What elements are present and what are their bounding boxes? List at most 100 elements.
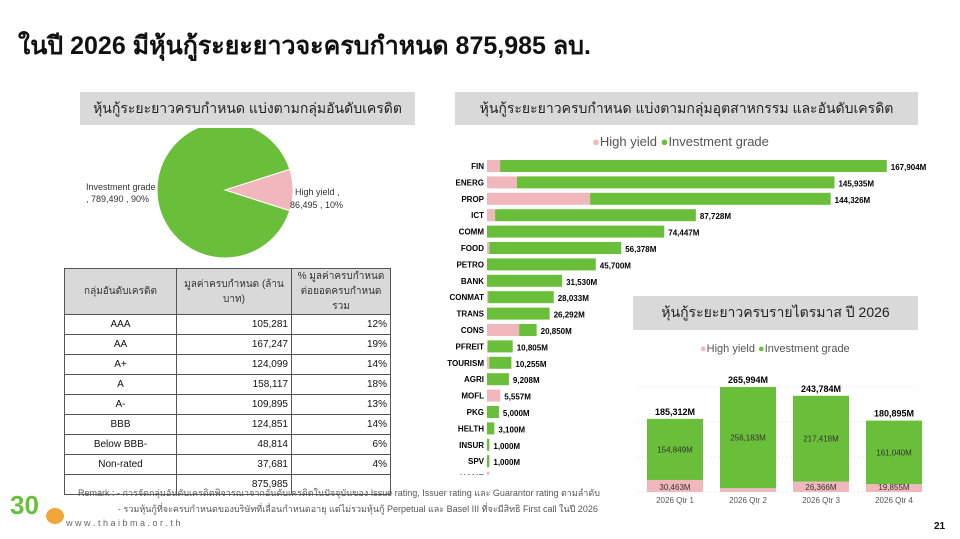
- bar-investment-grade: [487, 225, 665, 238]
- bar-investment-grade: [487, 307, 550, 320]
- bar-total-label: 9,208M: [513, 376, 540, 385]
- qbar-total-label: 265,994M: [728, 375, 768, 385]
- percent-cell: 18%: [291, 374, 391, 395]
- category-label: COMM: [459, 228, 485, 237]
- table-row: 875,985: [64, 474, 391, 495]
- bar-total-label: 5,557M: [504, 393, 531, 402]
- table-row: AAA 105,281 12%: [64, 314, 391, 335]
- legend-high-yield-icon: ●: [592, 134, 600, 149]
- pie-label-hy-1: High yield ,: [295, 187, 340, 197]
- category-label: PFREIT: [456, 342, 485, 351]
- category-label: INSUR: [459, 441, 484, 450]
- remark-line2: - รวมหุ้นกู้ที่จะครบกำหนดของบริษัทที่เลื…: [118, 504, 598, 514]
- qbar-investment-grade: [720, 387, 776, 489]
- bar-high-yield: [487, 324, 520, 336]
- q-legend-high-yield-icon: ●: [700, 343, 707, 355]
- quarter-axis-label: 2026 Qtr 4: [875, 496, 913, 505]
- percent-cell: 12%: [291, 314, 391, 335]
- pie-slice-investment-grade: [156, 128, 291, 259]
- value-cell: 48,814: [176, 434, 292, 455]
- category-label: FOOD: [461, 244, 484, 253]
- bar-total-label: 20,850M: [541, 327, 572, 336]
- bar-total-label: 145,935M: [838, 179, 874, 188]
- qbar-high-yield: [720, 488, 776, 492]
- table-row: A+ 124,099 14%: [64, 354, 391, 375]
- rating-cell: Non-rated: [64, 454, 177, 475]
- bar-investment-grade: [487, 455, 490, 468]
- col-header-value: มูลค่าครบกำหนด (ล้านบาท): [176, 268, 292, 315]
- qbar-ig-label: 154,849M: [657, 445, 693, 454]
- bar-investment-grade: [487, 274, 563, 287]
- qbar-total-label: 185,312M: [655, 407, 695, 417]
- table-row: Non-rated 37,681 4%: [64, 454, 391, 475]
- bar-investment-grade: [487, 438, 490, 451]
- table-row: A 158,117 18%: [64, 374, 391, 395]
- value-cell: 105,281: [176, 314, 292, 335]
- bar-total-label: 56,378M: [625, 245, 656, 254]
- bar-investment-grade: [519, 324, 537, 336]
- legend-investment-grade: Investment grade: [668, 134, 769, 149]
- category-label: TOURISM: [447, 359, 484, 368]
- qbar-hy-label: 30,463M: [659, 483, 690, 492]
- bar-high-yield: [487, 291, 489, 304]
- rating-cell: BBB: [64, 414, 177, 435]
- category-label: PETRO: [456, 260, 484, 269]
- bar-high-yield: [487, 471, 490, 475]
- remark-line1: Remark : - การจัดกลุ่มอันดับเครดิตพิจารณ…: [78, 488, 600, 498]
- quarter-axis-label: 2026 Qtr 1: [656, 496, 694, 505]
- quarter-bar-chart: 30,463M 154,849M 185,312M 2026 Qtr 1 256,183…: [638, 375, 922, 505]
- rating-cell: A+: [64, 354, 177, 375]
- bar-total-label: 10,805M: [517, 343, 548, 352]
- industry-bar-chart: FIN 167,904M ENERG 145,935M PROP 144,326M ICT 8…: [447, 160, 927, 475]
- quarter-legend: ●High yield ●Investment grade: [700, 343, 850, 355]
- pie-chart: Investment grade , 789,490 , 90% High yi…: [86, 128, 343, 259]
- bar-total-label: 31,530M: [566, 278, 597, 287]
- industry-panel-header: หุ้นกู้ระยะยาวครบกำหนด แบ่งตามกลุ่มอุตสา…: [455, 92, 918, 125]
- percent-cell: 19%: [291, 334, 391, 355]
- rating-cell: Below BBB-: [64, 434, 177, 455]
- qbar-ig-label: 161,040M: [876, 448, 912, 457]
- qbar-ig-label: 256,183M: [730, 434, 766, 443]
- table-row: AA 167,247 19%: [64, 334, 391, 355]
- bar-investment-grade: [487, 258, 596, 271]
- bar-investment-grade: [488, 291, 554, 304]
- bar-total-label: 87,728M: [700, 212, 731, 221]
- qbar-total-label: 243,784M: [801, 384, 841, 394]
- q-legend-high-yield: High yield: [706, 343, 755, 355]
- bar-investment-grade: [590, 192, 831, 205]
- percent-cell: 14%: [291, 354, 391, 375]
- value-cell: 167,247: [176, 334, 292, 355]
- percent-cell: 13%: [291, 394, 391, 415]
- category-label: BANK: [461, 277, 484, 286]
- website-link[interactable]: w w w . t h a i b m a . o r . t h: [66, 518, 181, 528]
- category-label: AGRI: [464, 375, 484, 384]
- bar-investment-grade: [500, 160, 887, 172]
- pie-label-hy-2: 86,495 , 10%: [290, 200, 343, 210]
- legend-high-yield: High yield: [599, 134, 657, 149]
- page-number: 21: [934, 521, 946, 532]
- category-label: PROP: [461, 195, 484, 204]
- bar-high-yield: [487, 176, 517, 189]
- bar-investment-grade: [487, 340, 513, 353]
- category-label: HELTH: [458, 424, 484, 433]
- q-legend-investment-grade-icon: ●: [758, 343, 765, 355]
- industry-legend: ●High yield ●Investment grade: [592, 134, 769, 149]
- quarter-axis-label: 2026 Qtr 2: [729, 496, 767, 505]
- bar-investment-grade: [487, 406, 499, 418]
- col-header-percent: % มูลค่าครบกำหนดต่อยอดครบกำหนดรวม: [291, 268, 391, 315]
- bar-total-label: 3,100M: [498, 425, 525, 434]
- bar-total-label: 10,255M: [515, 360, 546, 369]
- value-cell: 158,117: [176, 374, 292, 395]
- qbar-investment-grade: [866, 420, 922, 485]
- bar-total-label: 45,700M: [600, 261, 631, 270]
- col-header-rating: กลุ่มอันดับเครดิต: [64, 268, 177, 315]
- bar-investment-grade: [489, 356, 512, 369]
- bar-total-label: 28,033M: [558, 294, 589, 303]
- category-label: FIN: [471, 162, 484, 171]
- qbar-hy-label: 19,855M: [878, 483, 909, 492]
- value-cell: 875,985: [176, 474, 292, 495]
- bar-investment-grade: [489, 242, 622, 254]
- pie-label-ig-1: Investment grade: [86, 182, 156, 192]
- category-label: SPV: [468, 457, 485, 466]
- value-cell: 109,895: [176, 394, 292, 415]
